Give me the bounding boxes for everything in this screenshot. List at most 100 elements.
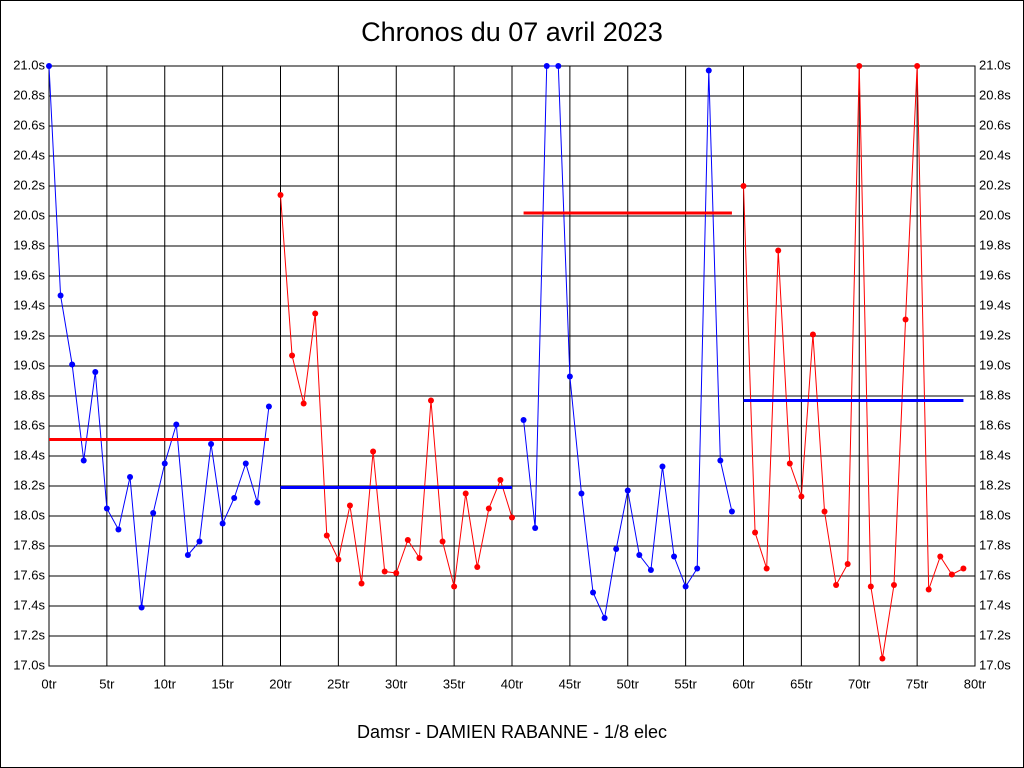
data-point bbox=[127, 474, 134, 480]
data-point bbox=[543, 63, 550, 69]
data-point bbox=[578, 490, 585, 497]
data-point bbox=[937, 553, 944, 560]
data-point bbox=[393, 570, 400, 576]
data-point bbox=[555, 63, 562, 69]
x-tick-label: 40tr bbox=[501, 676, 524, 691]
y2-tick-label: 20.4s bbox=[979, 147, 1011, 162]
data-point bbox=[161, 460, 168, 467]
data-point bbox=[601, 615, 608, 621]
data-point bbox=[184, 552, 191, 558]
data-point bbox=[103, 505, 110, 512]
y-tick-label: 20.6s bbox=[13, 117, 45, 132]
y2-tick-label: 17.4s bbox=[979, 597, 1011, 612]
data-point bbox=[289, 352, 296, 359]
y2-tick-label: 18.8s bbox=[979, 387, 1011, 402]
y2-tick-label: 19.4s bbox=[979, 297, 1011, 312]
y-tick-label: 21.0s bbox=[13, 57, 45, 72]
y-tick-label: 20.2s bbox=[13, 177, 45, 192]
data-point bbox=[798, 493, 805, 500]
y2-tick-label: 17.8s bbox=[979, 537, 1011, 552]
x-tick-label: 80tr bbox=[964, 676, 987, 691]
y-tick-label: 17.6s bbox=[13, 567, 45, 582]
x-tick-label: 65tr bbox=[790, 676, 813, 691]
y2-tick-label: 18.4s bbox=[979, 447, 1011, 462]
data-point bbox=[902, 316, 909, 323]
plot-border bbox=[48, 65, 976, 667]
x-tick-label: 30tr bbox=[385, 676, 408, 691]
data-point bbox=[914, 63, 921, 69]
y-tick-label: 20.8s bbox=[13, 87, 45, 102]
data-point bbox=[277, 192, 284, 198]
data-point bbox=[196, 538, 203, 545]
data-point bbox=[335, 556, 342, 563]
data-point bbox=[659, 463, 666, 470]
data-point bbox=[879, 655, 886, 662]
data-point bbox=[254, 499, 261, 506]
y2-tick-label: 19.8s bbox=[979, 237, 1011, 252]
y-tick-label: 18.6s bbox=[13, 417, 45, 432]
data-point bbox=[809, 331, 816, 338]
data-point bbox=[890, 582, 897, 588]
data-point bbox=[532, 525, 539, 531]
y2-tick-label: 20.6s bbox=[979, 117, 1011, 132]
data-point bbox=[497, 477, 504, 483]
data-point bbox=[416, 555, 423, 561]
y2-tick-label: 17.2s bbox=[979, 627, 1011, 642]
data-point bbox=[682, 583, 689, 590]
data-point bbox=[624, 487, 631, 494]
y2-tick-label: 19.0s bbox=[979, 357, 1011, 372]
y2-tick-label: 20.2s bbox=[979, 177, 1011, 192]
data-point bbox=[208, 441, 215, 447]
y2-tick-label: 17.0s bbox=[979, 657, 1011, 672]
data-point bbox=[451, 583, 458, 590]
data-point bbox=[57, 292, 64, 299]
x-tick-label: 20tr bbox=[269, 676, 292, 691]
data-point bbox=[323, 532, 330, 539]
data-point bbox=[346, 502, 353, 509]
y2-tick-label: 20.8s bbox=[979, 87, 1011, 102]
y2-tick-label: 20.0s bbox=[979, 207, 1011, 222]
data-point bbox=[46, 63, 52, 69]
data-point bbox=[821, 508, 828, 515]
data-point bbox=[867, 583, 874, 590]
data-point bbox=[231, 495, 238, 501]
data-point bbox=[462, 490, 469, 497]
data-point bbox=[358, 580, 365, 587]
series-line bbox=[743, 65, 964, 659]
data-point bbox=[219, 520, 226, 527]
data-point bbox=[520, 417, 527, 423]
data-point bbox=[636, 552, 643, 558]
y-tick-label: 17.2s bbox=[13, 627, 45, 642]
y-tick-label: 19.6s bbox=[13, 267, 45, 282]
y-tick-label: 20.4s bbox=[13, 147, 45, 162]
data-point bbox=[427, 397, 434, 404]
y-tick-label: 19.4s bbox=[13, 297, 45, 312]
y-tick-label: 19.2s bbox=[13, 327, 45, 342]
y-tick-label: 18.2s bbox=[13, 477, 45, 492]
y-tick-label: 17.0s bbox=[13, 657, 45, 672]
y-tick-label: 18.4s bbox=[13, 447, 45, 462]
data-point bbox=[509, 514, 515, 521]
data-point bbox=[960, 565, 967, 572]
y2-tick-label: 17.6s bbox=[979, 567, 1011, 582]
data-point bbox=[694, 565, 701, 572]
x-tick-label: 25tr bbox=[327, 676, 350, 691]
y2-tick-label: 18.0s bbox=[979, 507, 1011, 522]
x-axis-label: Damsr - DAMIEN RABANNE - 1/8 elec bbox=[357, 722, 667, 742]
x-tick-label: 35tr bbox=[443, 676, 466, 691]
data-point bbox=[439, 538, 446, 545]
data-point bbox=[925, 586, 932, 593]
x-tick-label: 60tr bbox=[732, 676, 755, 691]
x-tick-label: 10tr bbox=[154, 676, 177, 691]
x-tick-label: 0tr bbox=[41, 676, 57, 691]
data-point bbox=[671, 553, 678, 560]
data-point bbox=[752, 529, 759, 536]
data-point bbox=[312, 310, 319, 317]
x-tick-label: 50tr bbox=[617, 676, 640, 691]
data-point bbox=[786, 460, 793, 467]
y-tick-label: 20.0s bbox=[13, 207, 45, 222]
data-point bbox=[647, 567, 654, 573]
y-tick-label: 18.8s bbox=[13, 387, 45, 402]
y2-tick-label: 19.6s bbox=[979, 267, 1011, 282]
